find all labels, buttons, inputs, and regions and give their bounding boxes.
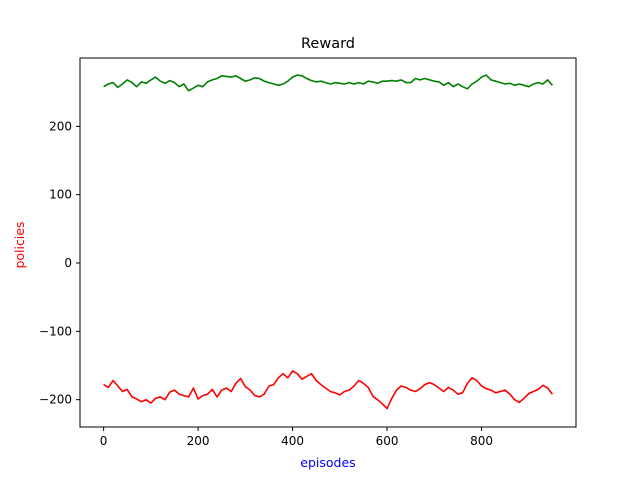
y-tick-label: −200 [39, 393, 72, 407]
ticks-layer: 0 200 400 600 800 −200 −100 0 100 200 [39, 119, 493, 448]
series-layer [103, 74, 554, 410]
y-tick-label: 100 [49, 188, 72, 202]
x-tick-label: 800 [470, 434, 493, 448]
x-tick-label: 0 [100, 434, 108, 448]
y-tick-label: 200 [49, 119, 72, 133]
series-line-2 [103, 370, 554, 410]
chart-title: Reward [301, 36, 355, 52]
y-axis-label: policies [12, 221, 27, 268]
x-tick-label: 200 [187, 434, 210, 448]
series-line-1 [103, 74, 554, 92]
x-tick-label: 400 [281, 434, 304, 448]
y-tick-label: −100 [39, 324, 72, 338]
y-tick-label: 0 [64, 256, 72, 270]
plot-frame [79, 57, 577, 428]
x-tick-label: 600 [376, 434, 399, 448]
x-axis-label: episodes [300, 455, 355, 470]
